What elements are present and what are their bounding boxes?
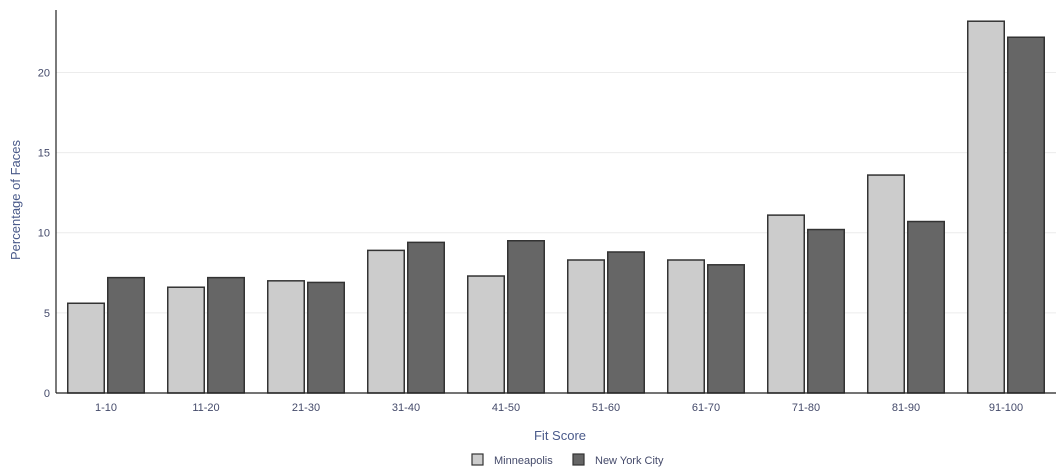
x-tick-label: 51-60	[592, 402, 620, 414]
bar-new-york-city-31-40	[407, 241, 445, 394]
x-tick-labels: 1-10 11-20 21-30 31-40 41-50 51-60 61-70 71-80 8…	[95, 402, 1023, 414]
x-tick-label: 41-50	[492, 402, 520, 414]
bar-new-york-city-51-60	[607, 251, 645, 394]
bar-new-york-city-41-50	[507, 240, 545, 394]
bar-new-york-city-71-80	[807, 228, 845, 394]
bar-minneapolis-21-30	[267, 280, 305, 394]
gridlines	[56, 71, 1056, 314]
legend-label: Minneapolis	[494, 455, 553, 467]
y-tick-label: 20	[38, 67, 50, 79]
bars	[67, 20, 1045, 394]
legend-swatch	[471, 453, 484, 466]
x-tick-label: 71-80	[792, 402, 820, 414]
bar-minneapolis-61-70	[667, 259, 705, 394]
bar-minneapolis-1-10	[67, 302, 105, 394]
legend-swatch	[572, 453, 585, 466]
x-tick-label: 21-30	[292, 402, 320, 414]
y-axis-title: Percentage of Faces	[8, 140, 23, 260]
x-tick-label: 61-70	[692, 402, 720, 414]
y-tick-label: 10	[38, 228, 50, 240]
x-tick-label: 91-100	[989, 402, 1023, 414]
y-tick-label: 15	[38, 148, 50, 160]
bar-new-york-city-11-20	[207, 276, 245, 394]
x-tick-label: 81-90	[892, 402, 920, 414]
bar-new-york-city-21-30	[307, 281, 345, 394]
bar-minneapolis-51-60	[567, 259, 605, 394]
bar-minneapolis-91-100	[967, 20, 1005, 394]
bar-new-york-city-81-90	[907, 220, 945, 394]
bar-new-york-city-1-10	[107, 276, 145, 394]
bar-minneapolis-31-40	[367, 249, 405, 394]
legend-label: New York City	[595, 455, 664, 467]
x-tick-label: 1-10	[95, 402, 117, 414]
bar-minneapolis-81-90	[867, 174, 905, 394]
x-tick-label: 11-20	[192, 402, 219, 414]
bar-minneapolis-11-20	[167, 286, 205, 394]
bar-minneapolis-71-80	[767, 214, 805, 394]
legend: Minneapolis New York City	[471, 453, 664, 467]
y-tick-label: 5	[44, 308, 50, 320]
x-axis-title: Fit Score	[534, 428, 586, 443]
bar-new-york-city-61-70	[707, 264, 745, 394]
y-tick-label: 0	[44, 388, 50, 400]
y-tick-labels: 0 5 10 15 20	[38, 67, 50, 400]
bar-new-york-city-91-100	[1007, 36, 1045, 394]
bar-minneapolis-41-50	[467, 275, 505, 394]
x-tick-label: 31-40	[392, 402, 420, 414]
